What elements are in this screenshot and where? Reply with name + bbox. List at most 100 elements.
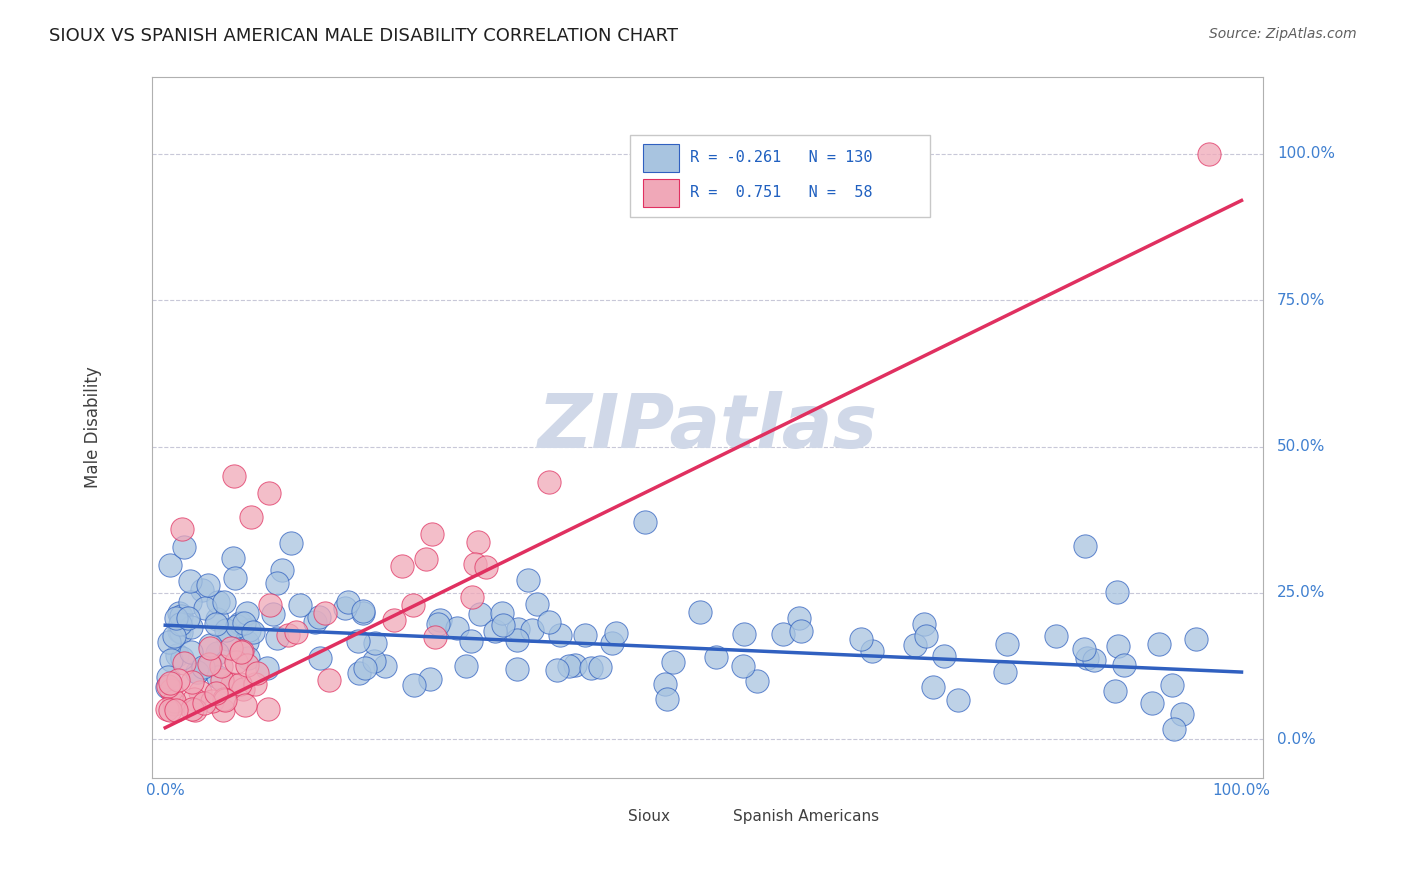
- Point: [564, 657, 586, 672]
- Point: [172, 651, 194, 665]
- Point: [508, 623, 530, 637]
- Point: [229, 645, 252, 659]
- Point: [506, 633, 529, 648]
- Point: [1171, 706, 1194, 721]
- Point: [180, 702, 202, 716]
- Point: [205, 686, 228, 700]
- Point: [222, 550, 245, 565]
- Point: [352, 606, 374, 620]
- Point: [169, 616, 191, 631]
- Point: [232, 682, 254, 697]
- FancyBboxPatch shape: [644, 144, 679, 172]
- Point: [548, 628, 571, 642]
- Point: [245, 677, 267, 691]
- Point: [156, 702, 179, 716]
- Point: [214, 692, 236, 706]
- Point: [787, 611, 810, 625]
- Point: [262, 607, 284, 622]
- Point: [197, 578, 219, 592]
- Point: [165, 703, 187, 717]
- Point: [226, 619, 249, 633]
- Point: [537, 615, 560, 629]
- Point: [415, 551, 437, 566]
- Point: [163, 697, 186, 711]
- Point: [689, 605, 711, 619]
- Point: [180, 644, 202, 658]
- Point: [257, 701, 280, 715]
- Text: 0.0%: 0.0%: [1277, 732, 1316, 747]
- Text: Sioux: Sioux: [627, 809, 669, 824]
- Point: [304, 615, 326, 629]
- Text: 50.0%: 50.0%: [1277, 439, 1326, 454]
- Text: 25.0%: 25.0%: [1277, 585, 1326, 600]
- Text: 100.0%: 100.0%: [1212, 783, 1271, 798]
- Point: [337, 595, 360, 609]
- Text: Male Disability: Male Disability: [84, 367, 103, 488]
- Point: [364, 636, 387, 650]
- Point: [1112, 657, 1135, 672]
- Point: [347, 666, 370, 681]
- Point: [266, 576, 288, 591]
- Point: [232, 615, 254, 630]
- Point: [238, 651, 260, 665]
- Point: [166, 673, 188, 687]
- Point: [157, 634, 180, 648]
- Point: [231, 643, 253, 657]
- FancyBboxPatch shape: [591, 805, 620, 828]
- Point: [914, 629, 936, 643]
- Point: [212, 594, 235, 608]
- Point: [402, 598, 425, 612]
- Point: [402, 678, 425, 692]
- Point: [159, 683, 181, 698]
- Point: [314, 606, 336, 620]
- Point: [173, 540, 195, 554]
- Point: [1140, 696, 1163, 710]
- Point: [163, 629, 186, 643]
- Point: [1107, 585, 1129, 599]
- Point: [745, 674, 768, 689]
- Point: [246, 665, 269, 680]
- Point: [183, 692, 205, 706]
- Point: [600, 636, 623, 650]
- Point: [207, 595, 229, 609]
- Point: [733, 627, 755, 641]
- Point: [994, 665, 1017, 679]
- Point: [333, 600, 356, 615]
- Point: [209, 658, 232, 673]
- Point: [308, 651, 330, 665]
- Point: [420, 526, 443, 541]
- Point: [229, 615, 252, 630]
- Point: [284, 625, 307, 640]
- Point: [589, 660, 612, 674]
- Point: [288, 598, 311, 612]
- Point: [491, 617, 513, 632]
- Point: [1161, 678, 1184, 692]
- Point: [860, 644, 883, 658]
- Point: [276, 628, 298, 642]
- Point: [242, 624, 264, 639]
- Point: [184, 703, 207, 717]
- Point: [221, 677, 243, 691]
- Point: [391, 559, 413, 574]
- Point: [460, 633, 482, 648]
- Point: [704, 649, 727, 664]
- Point: [948, 693, 970, 707]
- Point: [1073, 641, 1095, 656]
- Point: [205, 612, 228, 626]
- Point: [270, 563, 292, 577]
- Point: [193, 601, 215, 615]
- Text: R =  0.751   N =  58: R = 0.751 N = 58: [690, 186, 872, 201]
- Point: [506, 662, 529, 676]
- Point: [236, 635, 259, 649]
- Point: [201, 693, 224, 707]
- Text: 100.0%: 100.0%: [1277, 146, 1336, 161]
- Point: [224, 571, 246, 585]
- Point: [215, 624, 238, 638]
- Point: [1198, 146, 1220, 161]
- Point: [654, 677, 676, 691]
- Point: [257, 486, 280, 500]
- Text: Spanish Americans: Spanish Americans: [734, 809, 879, 824]
- Point: [605, 626, 627, 640]
- Point: [491, 606, 513, 620]
- Point: [352, 604, 374, 618]
